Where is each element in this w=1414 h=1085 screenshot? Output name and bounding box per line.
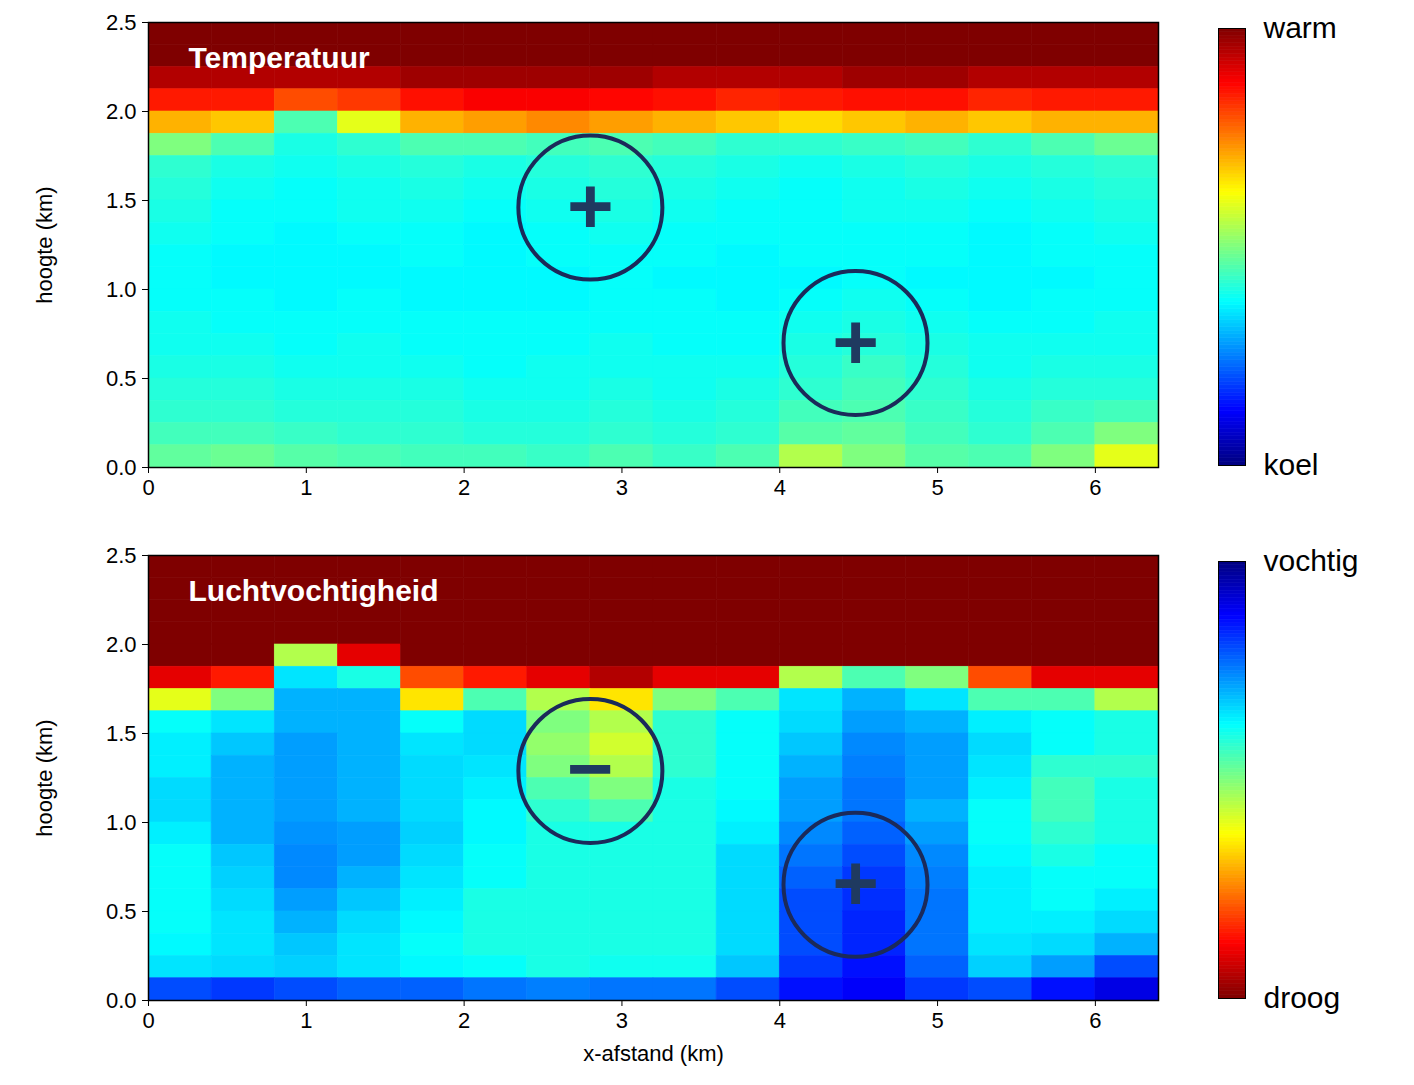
svg-text:Temperatuur: Temperatuur <box>189 41 370 74</box>
svg-text:4: 4 <box>774 1008 786 1033</box>
svg-text:1: 1 <box>300 1008 312 1033</box>
svg-text:hoogte (km): hoogte (km) <box>32 186 57 303</box>
svg-text:2: 2 <box>458 1008 470 1033</box>
svg-text:3: 3 <box>616 475 628 500</box>
svg-text:1.5: 1.5 <box>106 188 137 213</box>
svg-text:2.5: 2.5 <box>106 10 137 35</box>
svg-text:1: 1 <box>300 475 312 500</box>
svg-text:3: 3 <box>616 1008 628 1033</box>
svg-text:1.0: 1.0 <box>106 810 137 835</box>
svg-text:0.5: 0.5 <box>106 899 137 924</box>
svg-text:hoogte (km): hoogte (km) <box>32 719 57 836</box>
svg-text:−: − <box>567 724 614 813</box>
svg-text:0.0: 0.0 <box>106 455 137 480</box>
svg-text:0: 0 <box>142 1008 154 1033</box>
svg-text:0: 0 <box>142 475 154 500</box>
svg-text:+: + <box>832 838 879 927</box>
svg-text:5: 5 <box>931 475 943 500</box>
svg-text:koel: koel <box>1264 448 1319 481</box>
svg-text:vochtig: vochtig <box>1264 544 1359 577</box>
svg-text:x-afstand (km): x-afstand (km) <box>583 1041 724 1066</box>
svg-text:6: 6 <box>1089 475 1101 500</box>
svg-text:+: + <box>567 161 614 250</box>
svg-text:1.0: 1.0 <box>106 277 137 302</box>
svg-text:+: + <box>832 297 879 386</box>
svg-text:Luchtvochtigheid: Luchtvochtigheid <box>189 574 439 607</box>
svg-text:2.0: 2.0 <box>106 99 137 124</box>
svg-text:2.0: 2.0 <box>106 632 137 657</box>
svg-text:droog: droog <box>1264 981 1341 1014</box>
svg-text:6: 6 <box>1089 1008 1101 1033</box>
svg-text:0.0: 0.0 <box>106 988 137 1013</box>
svg-text:4: 4 <box>774 475 786 500</box>
svg-text:warm: warm <box>1263 11 1337 44</box>
svg-text:2.5: 2.5 <box>106 543 137 568</box>
svg-text:0.5: 0.5 <box>106 366 137 391</box>
svg-text:5: 5 <box>931 1008 943 1033</box>
svg-text:2: 2 <box>458 475 470 500</box>
svg-text:1.5: 1.5 <box>106 721 137 746</box>
